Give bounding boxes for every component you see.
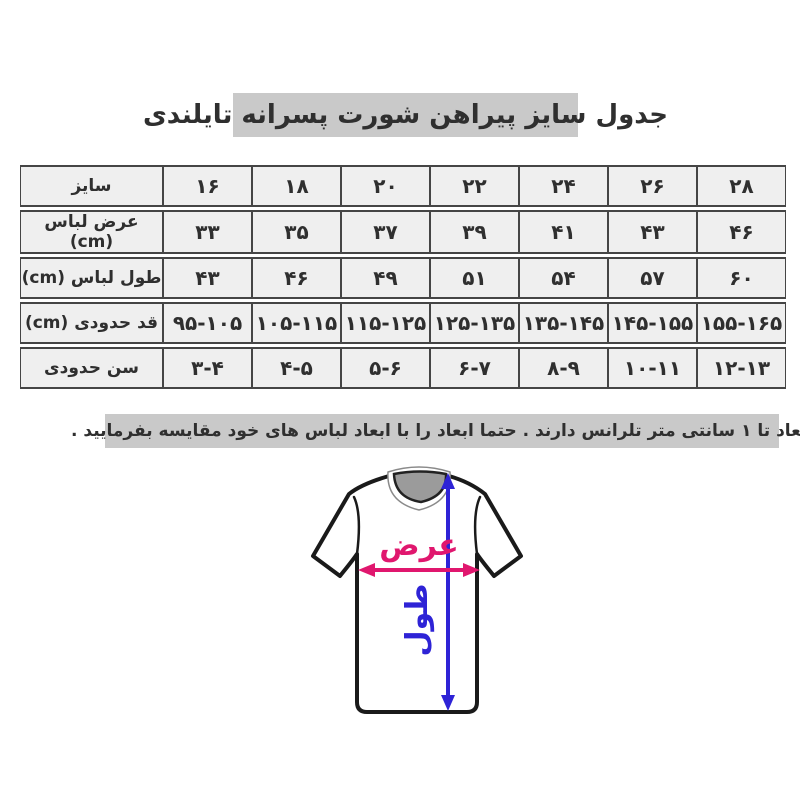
width-cell: ۳۵ bbox=[252, 210, 341, 254]
size-cell: ۱۸ bbox=[252, 165, 341, 207]
width-arrow bbox=[358, 563, 480, 577]
table-row-approx-age: سن حدودی ۳-۴ ۴-۵ ۵-۶ ۶-۷ ۸-۹ ۱۰-۱۱ ۱۲-۱۳ bbox=[20, 347, 786, 389]
length-cell: ۴۳ bbox=[163, 257, 252, 299]
width-cell: ۳۳ bbox=[163, 210, 252, 254]
length-cell: ۵۴ bbox=[519, 257, 608, 299]
size-table: سایز ۱۶ ۱۸ ۲۰ ۲۲ ۲۴ ۲۶ ۲۸ عرض لباس (cm) … bbox=[20, 162, 786, 392]
height-range-cell: ۹۵-۱۰۵ bbox=[163, 302, 252, 344]
height-range-cell: ۱۰۵-۱۱۵ bbox=[252, 302, 341, 344]
tolerance-notice: ابعاد تا ۱ سانتی متر تلرانس دارند . حتما… bbox=[71, 414, 800, 448]
length-cell: ۵۷ bbox=[608, 257, 697, 299]
length-label: طول bbox=[400, 583, 435, 656]
length-cell: ۵۱ bbox=[430, 257, 519, 299]
height-range-cell: ۱۳۵-۱۴۵ bbox=[519, 302, 608, 344]
page-title: جدول سایز پیراهن شورت پسرانه تایلندی bbox=[143, 93, 668, 137]
age-range-cell: ۱۲-۱۳ bbox=[697, 347, 786, 389]
row-label-size: سایز bbox=[20, 165, 163, 207]
size-cell: ۲۶ bbox=[608, 165, 697, 207]
height-range-cell: ۱۴۵-۱۵۵ bbox=[608, 302, 697, 344]
age-range-cell: ۴-۵ bbox=[252, 347, 341, 389]
length-cell: ۶۰ bbox=[697, 257, 786, 299]
age-range-cell: ۶-۷ bbox=[430, 347, 519, 389]
age-range-cell: ۳-۴ bbox=[163, 347, 252, 389]
size-cell: ۲۰ bbox=[341, 165, 430, 207]
length-cell: ۴۹ bbox=[341, 257, 430, 299]
age-range-cell: ۱۰-۱۱ bbox=[608, 347, 697, 389]
left-sleeve-seam bbox=[352, 495, 361, 556]
tshirt-diagram: عرض طول bbox=[295, 460, 535, 732]
width-cell: ۴۳ bbox=[608, 210, 697, 254]
size-cell: ۲۸ bbox=[697, 165, 786, 207]
row-label-approx-height: قد حدودی (cm) bbox=[20, 302, 163, 344]
row-label-garment-length: طول لباس (cm) bbox=[20, 257, 163, 299]
table-row-garment-length: طول لباس (cm) ۴۳ ۴۶ ۴۹ ۵۱ ۵۴ ۵۷ ۶۰ bbox=[20, 257, 786, 299]
width-cell: ۳۷ bbox=[341, 210, 430, 254]
length-arrow bbox=[441, 473, 455, 711]
height-range-cell: ۱۵۵-۱۶۵ bbox=[697, 302, 786, 344]
table-row-approx-height: قد حدودی (cm) ۹۵-۱۰۵ ۱۰۵-۱۱۵ ۱۱۵-۱۲۵ ۱۲۵… bbox=[20, 302, 786, 344]
tshirt-outline bbox=[311, 469, 523, 714]
height-range-cell: ۱۲۵-۱۳۵ bbox=[430, 302, 519, 344]
height-range-cell: ۱۱۵-۱۲۵ bbox=[341, 302, 430, 344]
size-cell: ۲۲ bbox=[430, 165, 519, 207]
page-title-text: جدول سایز پیراهن شورت پسرانه تایلندی bbox=[142, 100, 669, 130]
age-range-cell: ۵-۶ bbox=[341, 347, 430, 389]
width-cell: ۴۶ bbox=[697, 210, 786, 254]
collar-icon bbox=[392, 470, 448, 504]
row-label-approx-age: سن حدودی bbox=[20, 347, 163, 389]
age-range-cell: ۸-۹ bbox=[519, 347, 608, 389]
width-cell: ۳۹ bbox=[430, 210, 519, 254]
tshirt-diagram-svg: عرض طول bbox=[311, 466, 523, 714]
table-row-garment-width: عرض لباس (cm) ۳۳ ۳۵ ۳۷ ۳۹ ۴۱ ۴۳ ۴۶ bbox=[20, 210, 786, 254]
row-label-garment-width: عرض لباس (cm) bbox=[20, 210, 163, 254]
width-cell: ۴۱ bbox=[519, 210, 608, 254]
width-label: عرض bbox=[379, 528, 459, 563]
right-sleeve-seam bbox=[473, 495, 482, 556]
length-cell: ۴۶ bbox=[252, 257, 341, 299]
size-cell: ۱۶ bbox=[163, 165, 252, 207]
size-cell: ۲۴ bbox=[519, 165, 608, 207]
tolerance-notice-text: ابعاد تا ۱ سانتی متر تلرانس دارند . حتما… bbox=[71, 421, 800, 441]
table-row-size: سایز ۱۶ ۱۸ ۲۰ ۲۲ ۲۴ ۲۶ ۲۸ bbox=[20, 165, 786, 207]
